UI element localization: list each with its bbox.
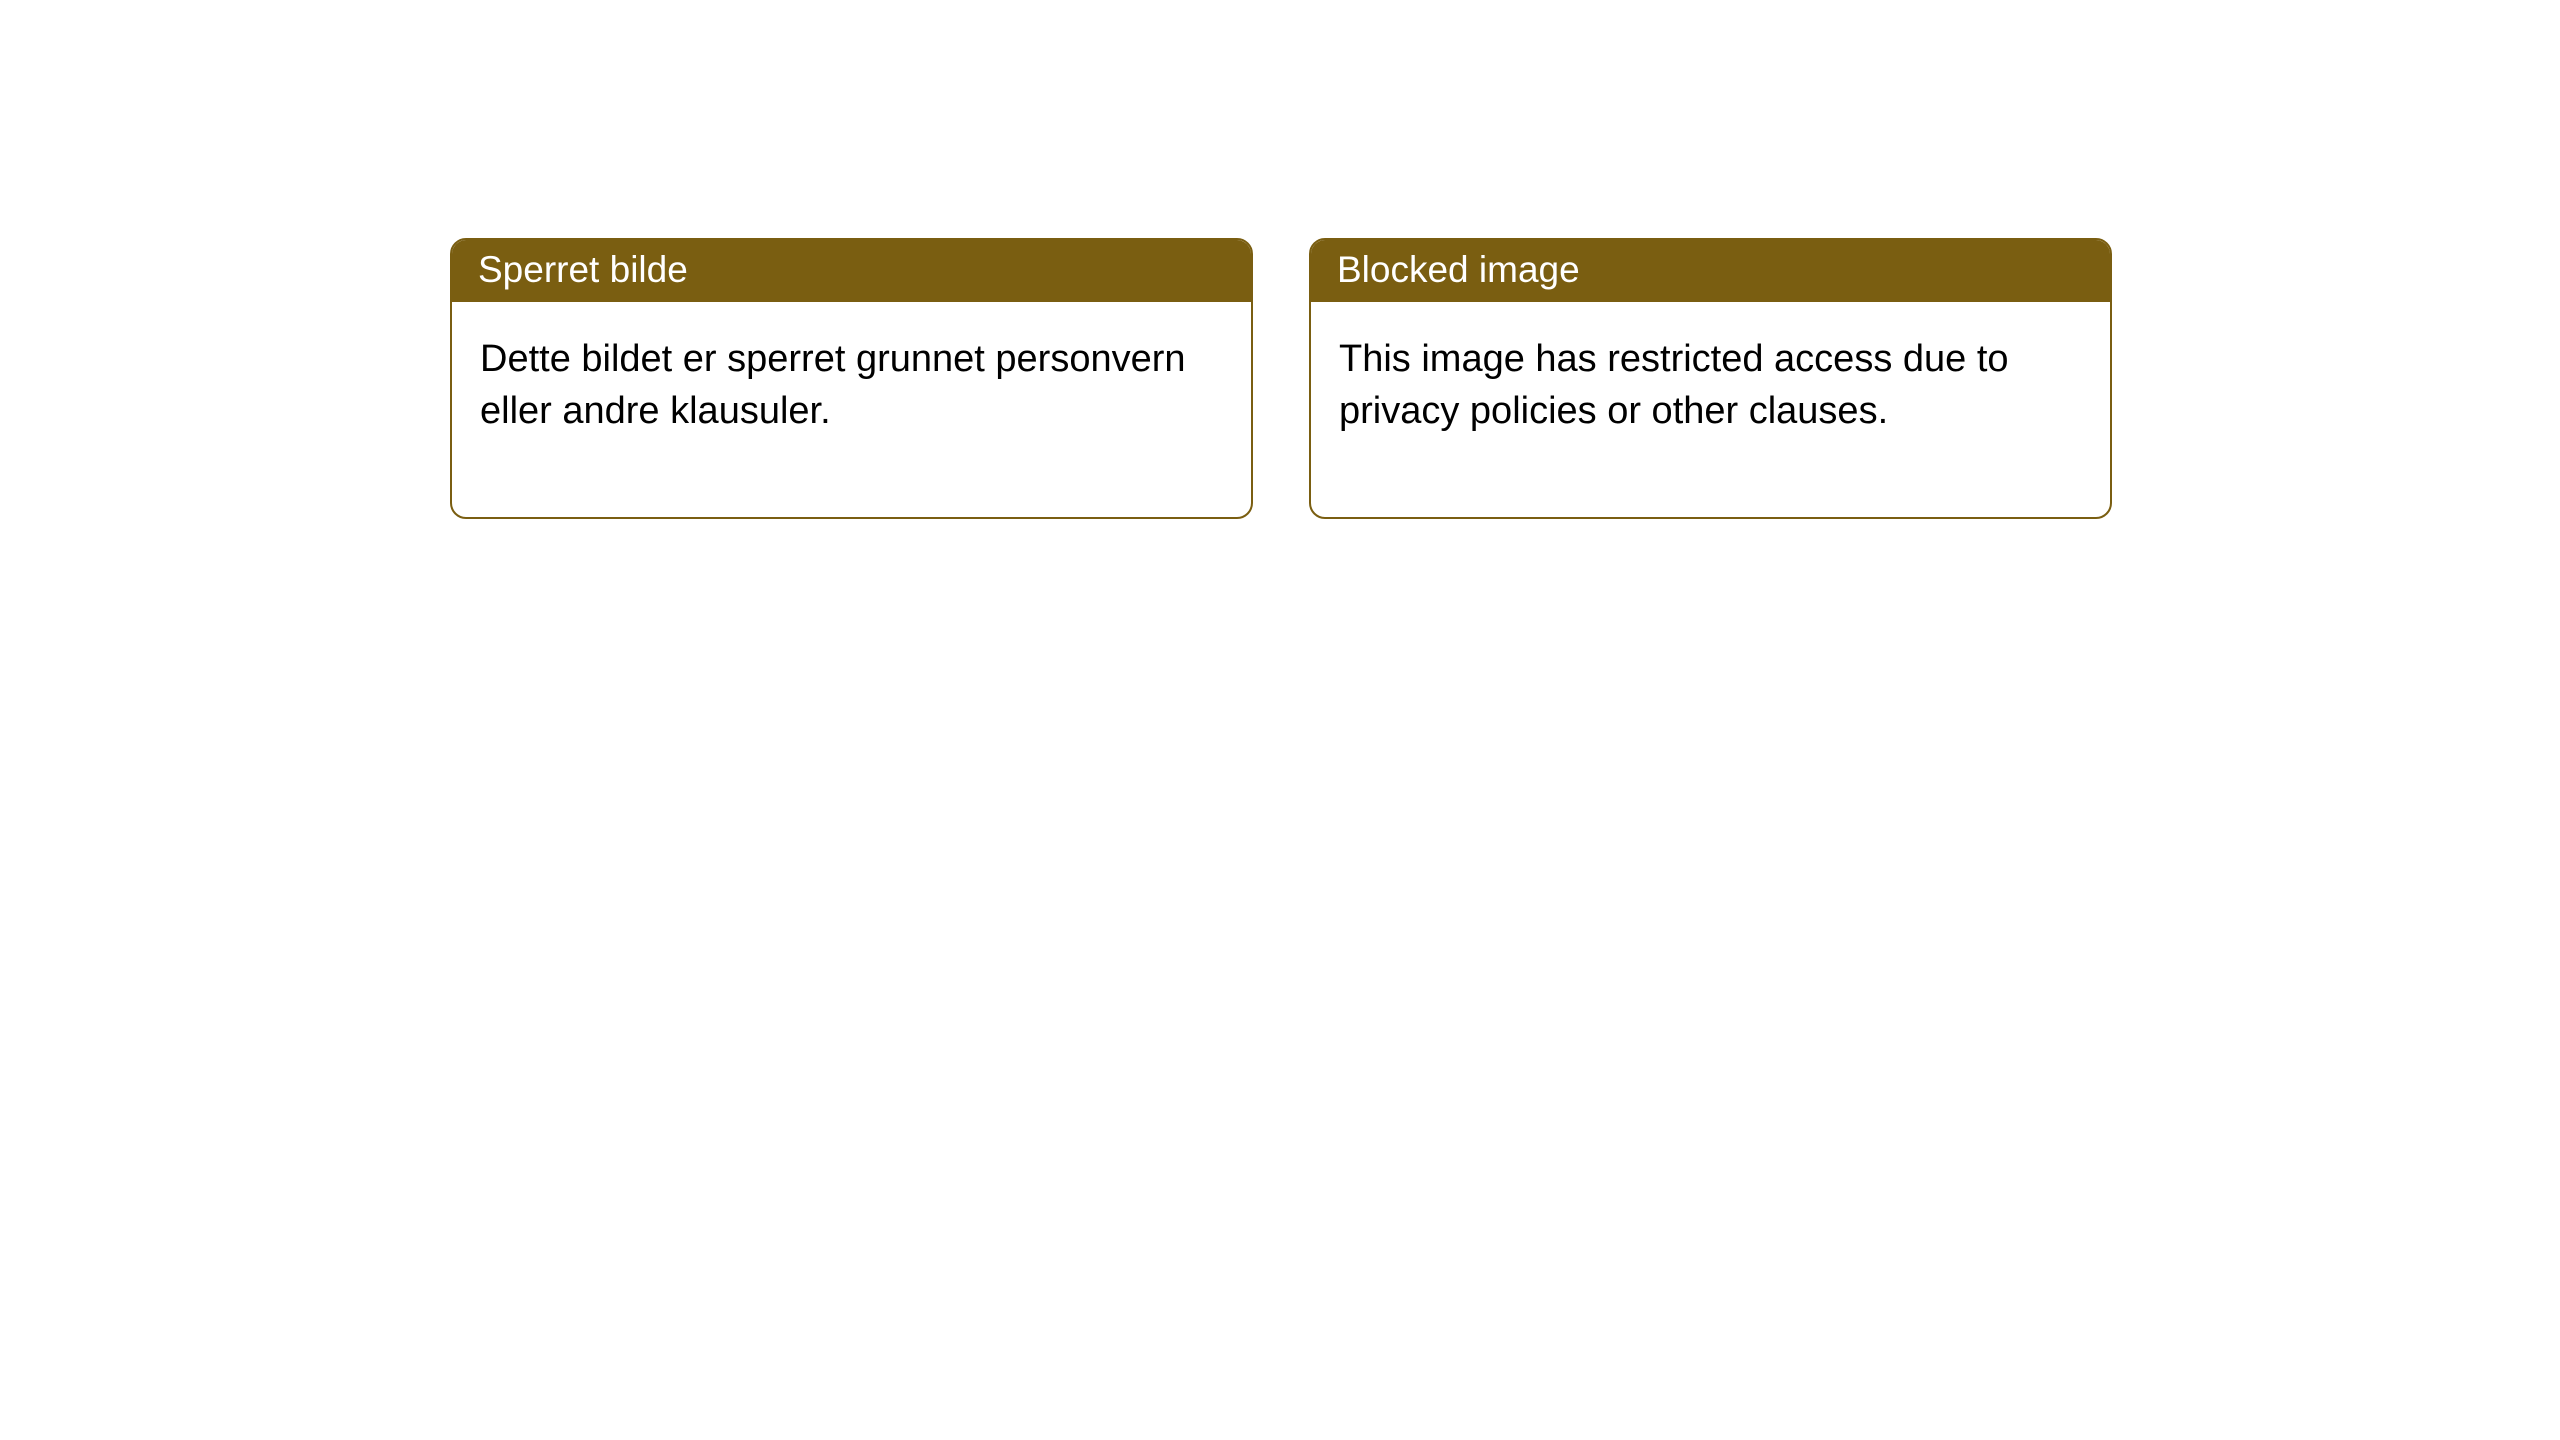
notice-body-norwegian: Dette bildet er sperret grunnet personve… bbox=[452, 302, 1251, 517]
notice-card-norwegian: Sperret bilde Dette bildet er sperret gr… bbox=[450, 238, 1253, 519]
notice-card-english: Blocked image This image has restricted … bbox=[1309, 238, 2112, 519]
notice-body-english: This image has restricted access due to … bbox=[1311, 302, 2110, 517]
notice-title-english: Blocked image bbox=[1311, 240, 2110, 302]
notice-container: Sperret bilde Dette bildet er sperret gr… bbox=[0, 0, 2560, 519]
notice-title-norwegian: Sperret bilde bbox=[452, 240, 1251, 302]
